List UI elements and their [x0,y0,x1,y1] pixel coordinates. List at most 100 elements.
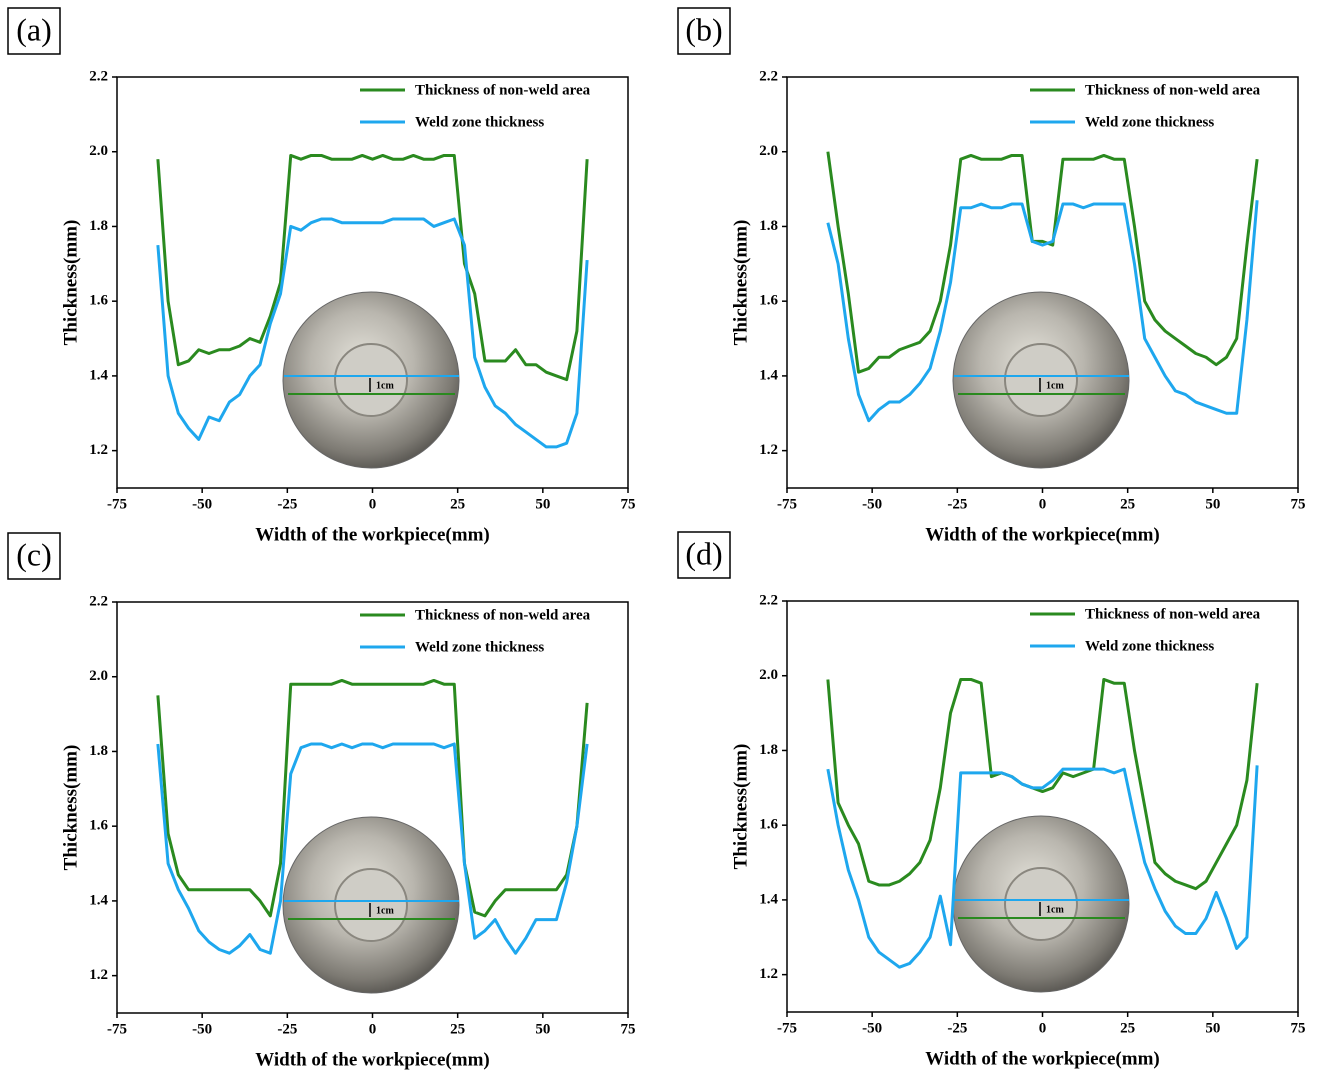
y-tick-label: 1.4 [89,367,108,383]
x-tick-label: 25 [450,1021,465,1037]
x-tick-label: 50 [535,496,550,512]
legend-label: Thickness of non-weld area [415,607,591,623]
y-tick-label: 1.4 [759,891,778,907]
legend-label: Weld zone thickness [415,639,544,655]
y-tick-label: 1.2 [89,967,108,983]
y-tick-label: 1.8 [759,218,778,234]
inset-hub [1004,343,1078,417]
x-tick-label: 25 [1120,496,1135,512]
plot-frame [786,76,1299,489]
panel-label: (c) [16,536,52,572]
x-axis-title: Width of the workpiece(mm) [255,1049,489,1070]
x-tick-label: -75 [777,496,797,512]
y-tick-label: 2.0 [89,668,108,684]
y-axis-title: Thickness(mm) [60,220,81,346]
y-tick-label: 1.8 [89,743,108,759]
legend-label: Weld zone thickness [415,114,544,130]
legend-label: Thickness of non-weld area [1085,82,1261,98]
series-line [156,742,589,955]
x-tick-label: 75 [1291,1020,1306,1036]
plot-frame [116,76,629,489]
y-tick-label: 1.8 [759,742,778,758]
y-tick-label: 2.0 [759,667,778,683]
x-tick-label: -50 [862,496,882,512]
panel-label: (a) [16,11,52,47]
legend-label: Thickness of non-weld area [1085,606,1261,622]
panel: (b) 1cm 1.2 1.4 1.6 1.8 2.0 2.2 -75 -50 -25 0 25 50 75… [677,7,1306,545]
panel-label: (d) [685,535,722,571]
inset-label: 1cm [1046,380,1064,391]
legend-label: Weld zone thickness [1085,638,1214,654]
x-tick-label: 25 [1120,1020,1135,1036]
legend-label: Weld zone thickness [1085,114,1214,130]
x-tick-label: -75 [107,496,127,512]
y-tick-label: 1.6 [759,817,778,833]
series-line [826,765,1259,969]
plot-frame [116,601,629,1014]
series-line [826,200,1259,423]
plot-frame [786,600,1299,1013]
x-tick-label: -50 [192,496,212,512]
inset-label: 1cm [376,380,394,391]
inset-hub [1004,867,1078,941]
panel-label-box [7,532,61,580]
series-line [826,677,1259,891]
x-tick-label: -50 [192,1021,212,1037]
inset-hub [334,868,408,942]
y-axis-title: Thickness(mm) [730,744,751,870]
y-tick-label: 1.6 [759,293,778,309]
x-tick-label: 0 [1039,1020,1047,1036]
series-line [826,151,1259,374]
x-tick-label: 75 [1291,496,1306,512]
inset-label: 1cm [1046,904,1064,915]
x-tick-label: -25 [277,1021,297,1037]
y-tick-label: 2.2 [89,593,108,609]
y-tick-label: 1.6 [89,293,108,309]
inset-hub [334,343,408,417]
x-tick-label: 50 [535,1021,550,1037]
inset-label: 1cm [376,905,394,916]
y-tick-label: 2.0 [759,143,778,159]
x-axis-title: Width of the workpiece(mm) [925,524,1159,545]
x-tick-label: -25 [947,496,967,512]
x-tick-label: 0 [1039,496,1047,512]
panel-label-box [677,7,731,55]
y-tick-label: 1.2 [759,966,778,982]
y-tick-label: 1.4 [89,892,108,908]
panel: (a) 1cm 1.2 1.4 1.6 1.8 2.0 2.2 -75 -50 -25 0 25 50 75… [7,7,636,545]
x-tick-label: -25 [277,496,297,512]
x-tick-label: -25 [947,1020,967,1036]
x-tick-label: 25 [450,496,465,512]
x-tick-label: -50 [862,1020,882,1036]
legend-label: Thickness of non-weld area [415,82,591,98]
y-tick-label: 2.2 [89,68,108,84]
panel-label-box [677,531,731,579]
x-tick-label: 0 [369,496,377,512]
x-tick-label: 75 [621,496,636,512]
series-line [156,153,589,382]
y-tick-label: 2.2 [759,592,778,608]
series-line [156,678,589,918]
y-tick-label: 1.4 [759,367,778,383]
x-tick-label: 50 [1205,1020,1220,1036]
panel: (c) 1cm 1.2 1.4 1.6 1.8 2.0 2.2 -75 -50 -25 0 25 50 75… [7,532,636,1070]
y-tick-label: 2.2 [759,68,778,84]
x-tick-label: -75 [777,1020,797,1036]
panel: (d) 1cm 1.2 1.4 1.6 1.8 2.0 2.2 -75 -50 -25 0 25 50 75… [677,531,1306,1069]
y-axis-title: Thickness(mm) [60,745,81,871]
y-tick-label: 1.6 [89,818,108,834]
x-tick-label: -75 [107,1021,127,1037]
y-tick-label: 1.8 [89,218,108,234]
y-tick-label: 1.2 [759,442,778,458]
y-tick-label: 1.2 [89,442,108,458]
x-axis-title: Width of the workpiece(mm) [255,524,489,545]
x-axis-title: Width of the workpiece(mm) [925,1048,1159,1069]
panel-label: (b) [685,11,722,47]
series-line [156,217,589,449]
y-axis-title: Thickness(mm) [730,220,751,346]
x-tick-label: 50 [1205,496,1220,512]
x-tick-label: 0 [369,1021,377,1037]
x-tick-label: 75 [621,1021,636,1037]
y-tick-label: 2.0 [89,143,108,159]
